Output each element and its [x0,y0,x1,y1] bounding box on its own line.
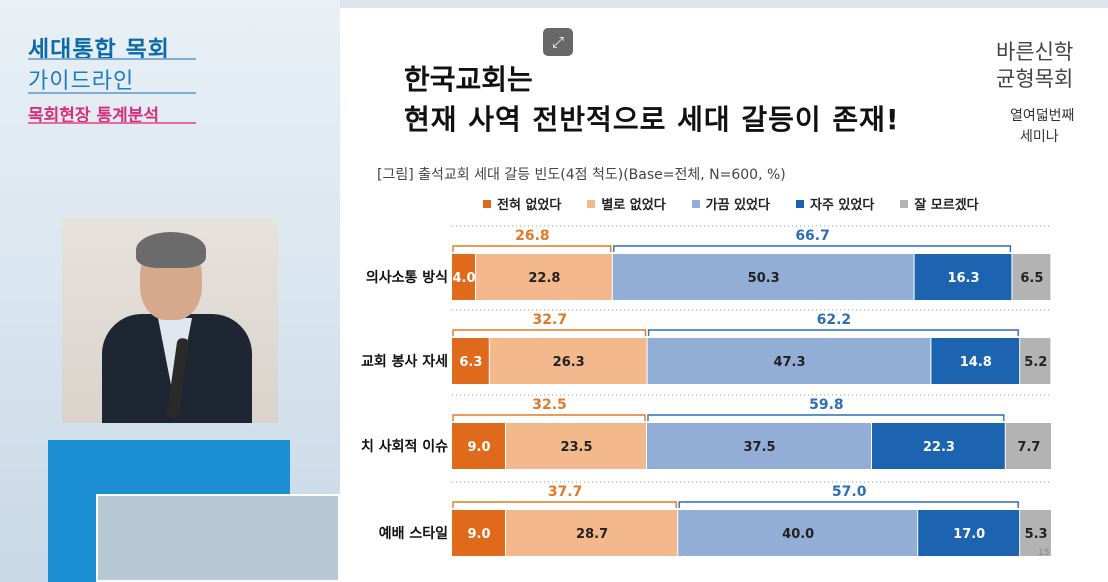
right-brand-line3: 열여덟번째 [1010,108,1075,124]
legend-label: 자주 있었다 [809,198,875,213]
legend-item: 전혀 없었다 [483,194,561,213]
left-panel: 세대통합 목회 가이드라인 목회현장 통계분석 [0,0,340,582]
bar-value-label: 40.0 [782,527,814,542]
legend-swatch [795,199,804,208]
page-number: 15 [1038,548,1050,558]
right-brand-line1: 바른신학 [996,40,1074,64]
bracket-low [452,501,677,508]
speaker-video [62,218,278,423]
right-brand-line4: 세미나 [1020,129,1059,145]
bar-segment [1020,510,1051,556]
legend-swatch [483,199,491,208]
bar-segment [506,423,646,469]
bracket-low-label: 26.8 [515,228,550,244]
bracket-high [678,501,1019,508]
expand-icon[interactable]: ⤢ [543,28,573,56]
bar-segment [452,510,505,556]
bar-value-label: 47.3 [773,355,805,370]
bar-value-label: 16.3 [947,271,979,286]
right-brand-line2: 균형목회 [996,67,1074,91]
bracket-low [452,414,646,421]
category-label: 예배 스타일 [379,526,448,542]
bar-value-label: 5.2 [1024,355,1047,370]
brand-subtitle: 가이드라인 [28,69,135,94]
bracket-low-label: 37.7 [548,484,583,500]
category-label: 교회 봉사 자세 [361,354,448,370]
bar-segment [489,338,647,384]
legend-label: 잘 모르겠다 [914,198,979,213]
bar-segment [452,423,505,469]
bar-segment [678,510,918,556]
bar-segment [1020,338,1051,384]
bracket-high-label: 57.0 [832,484,867,500]
bar-segment [918,510,1020,556]
bar-value-label: 37.5 [743,440,775,455]
bar-segment [931,338,1020,384]
bracket-high [647,329,1019,336]
slide-title-line1: 한국교회는 [404,63,533,96]
bar-value-label: 14.8 [960,355,992,370]
bar-segment [476,254,612,300]
bar-segment [1012,254,1051,300]
bar-segment [452,338,489,384]
bar-value-label: 6.5 [1020,271,1043,286]
bar-value-label: 4.0 [452,271,475,286]
bar-value-label: 17.0 [953,527,985,542]
decorative-block [96,494,340,582]
chart-legend: 전혀 없었다 별로 없었다 가끔 있었다 자주 있었다 잘 모르겠다 [483,194,1005,213]
speaker-hair [136,232,206,268]
bar-segment [647,423,871,469]
slide-title-line2: 현재 사역 전반적으로 세대 갈등이 존재! [404,103,900,136]
bar-value-label: 5.3 [1025,527,1048,542]
bar-value-label: 26.3 [553,355,585,370]
legend-swatch [900,199,909,208]
brand-section: 목회현장 통계분석 [28,106,160,126]
bar-value-label: 7.7 [1017,440,1040,455]
legend-swatch [691,199,700,208]
bar-segment [506,510,678,556]
bar-value-label: 9.0 [467,527,490,542]
category-label: 의사소통 방식 [366,269,448,286]
legend-label: 별로 없었다 [601,198,666,213]
bracket-low [452,329,647,336]
legend-label: 가끔 있었다 [705,198,770,213]
bracket-high [647,414,1005,421]
figure-caption: [그림] 출석교회 세대 갈등 빈도(4점 척도)(Base=전체, N=600… [377,167,786,183]
brand-divider [28,58,196,60]
bar-value-label: 28.7 [576,527,608,542]
category-label: 치 사회적 이슈 [361,438,448,455]
legend-item: 별로 없었다 [587,194,666,213]
bar-segment [647,338,931,384]
bar-value-label: 22.8 [528,271,560,286]
bar-segment [872,423,1005,469]
bracket-high-label: 62.2 [817,312,852,328]
bar-segment [914,254,1012,300]
bracket-high [613,245,1012,252]
legend-label: 전혀 없었다 [497,198,562,213]
legend-swatch [587,199,596,208]
bar-segment [612,254,914,300]
bar-value-label: 50.3 [748,271,780,286]
legend-item: 자주 있었다 [795,194,875,213]
legend-item: 가끔 있었다 [691,194,770,213]
bar-value-label: 22.3 [923,440,955,455]
bar-value-label: 6.3 [459,355,482,370]
bracket-high-label: 59.8 [809,397,844,413]
bracket-low [452,245,612,252]
bracket-low-label: 32.7 [533,312,568,328]
bar-value-label: 23.5 [560,440,592,455]
bracket-high-label: 66.7 [795,228,830,244]
legend-item: 잘 모르겠다 [900,194,979,213]
bracket-low-label: 32.5 [532,397,567,413]
bar-segment [452,254,475,300]
brand-divider [28,122,196,124]
bar-segment [1005,423,1051,469]
brand-divider [28,92,196,94]
bar-value-label: 9.0 [467,440,490,455]
